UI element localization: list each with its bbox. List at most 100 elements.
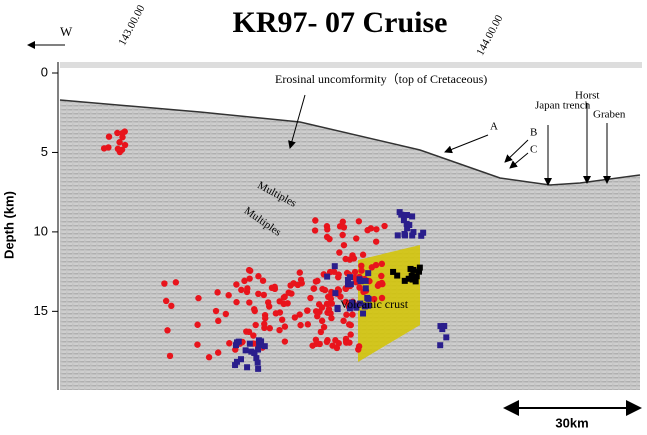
hypocenter: [324, 273, 331, 280]
hypocenter: [281, 338, 289, 345]
longitude: 143.00.00: [116, 3, 147, 48]
hypocenter: [296, 269, 303, 276]
hypocenter: [331, 263, 338, 270]
hypocenter: [118, 146, 126, 153]
hypocenter: [334, 273, 342, 281]
hypocenter: [276, 298, 283, 305]
hypocenter: [346, 321, 353, 328]
hypocenter: [215, 317, 222, 325]
hypocenter: [349, 252, 356, 259]
hypocenter: [396, 209, 403, 216]
hypocenter: [343, 311, 350, 318]
direction: W: [60, 24, 73, 39]
hypocenter: [437, 342, 444, 349]
hypocenter: [365, 302, 372, 309]
hypocenter: [378, 272, 385, 280]
hypocenter: [233, 281, 240, 288]
hypocenter: [310, 285, 318, 292]
hypocenter: [194, 321, 201, 328]
hypocenter: [320, 323, 328, 331]
hypocenter: [361, 303, 368, 310]
hypocenter: [290, 280, 297, 287]
hypocenter: [349, 311, 356, 318]
hypocenter: [355, 346, 362, 353]
hypocenter: [336, 223, 344, 230]
hypocenter: [410, 229, 417, 236]
hypocenter: [327, 295, 335, 303]
hypocenter: [390, 268, 397, 275]
hypocenter: [364, 227, 371, 234]
hypocenter: [162, 297, 170, 305]
arrow: [509, 152, 529, 169]
hypocenter: [212, 307, 220, 315]
hypocenter: [342, 298, 350, 306]
hypocenter: [319, 285, 326, 293]
hypocenter: [266, 325, 273, 332]
hypocenter: [278, 316, 286, 323]
hypocenter: [404, 225, 411, 232]
hypocenter: [437, 323, 444, 330]
hypocenter: [348, 299, 355, 306]
hypocenter: [362, 277, 369, 284]
hypocenter: [121, 141, 129, 149]
hypocenter: [340, 317, 347, 325]
hypocenter: [166, 352, 174, 360]
hypocenter: [374, 282, 382, 289]
hypocenter: [336, 249, 343, 256]
hypocenter: [256, 342, 263, 349]
hypocenter: [244, 364, 251, 371]
hypocenter: [233, 298, 240, 306]
hypocenter: [238, 356, 245, 363]
hypocenter: [285, 289, 292, 296]
y-axis-label: Depth (km): [1, 191, 16, 259]
hypocenter: [318, 317, 326, 325]
hypocenter: [406, 222, 413, 229]
hypocenter: [214, 349, 222, 356]
hypocenter: [340, 241, 348, 249]
hypocenter: [339, 218, 347, 225]
annotation: B: [530, 127, 537, 139]
hypocenter: [214, 289, 221, 296]
hypocenter: [244, 285, 251, 292]
hypocenter: [281, 323, 289, 330]
hypocenter: [360, 310, 367, 317]
y-tick-label: 15: [34, 303, 48, 318]
hypocenter: [296, 311, 303, 318]
hypocenter: [381, 222, 388, 230]
hypocenter: [255, 273, 262, 280]
hypocenter: [252, 321, 259, 329]
hypocenter: [413, 273, 420, 280]
hypocenter: [114, 129, 121, 137]
hypocenter: [238, 286, 245, 294]
hypocenter: [276, 326, 283, 334]
hypocenter: [232, 362, 239, 369]
hypocenter: [365, 270, 372, 277]
hypocenter: [232, 342, 239, 349]
hypocenter: [262, 315, 269, 322]
hypocenter: [328, 314, 335, 322]
hypocenter: [418, 232, 425, 239]
hypocenter: [346, 305, 353, 312]
annotation: Volcanic crust: [340, 297, 409, 311]
hypocenter: [410, 266, 417, 273]
hypocenter: [420, 229, 427, 236]
volcanic-crust-area: [358, 245, 420, 362]
hypocenter: [307, 294, 314, 302]
hypocenter: [245, 328, 253, 336]
hypocenter: [304, 307, 311, 314]
hypocenter: [408, 272, 415, 279]
hypocenter: [394, 232, 401, 239]
hypocenter: [324, 226, 331, 233]
hypocenter: [251, 349, 258, 356]
hypocenter: [311, 227, 319, 234]
hypocenter: [353, 304, 360, 311]
hypocenter: [195, 294, 202, 302]
hypocenter: [205, 354, 213, 361]
hypocenter: [334, 306, 341, 313]
title: KR97- 07 Cruise: [233, 6, 448, 39]
hypocenter: [409, 213, 416, 220]
y-tick-label: 5: [41, 144, 48, 159]
hypocenter: [235, 338, 242, 345]
hypocenter: [358, 267, 365, 274]
